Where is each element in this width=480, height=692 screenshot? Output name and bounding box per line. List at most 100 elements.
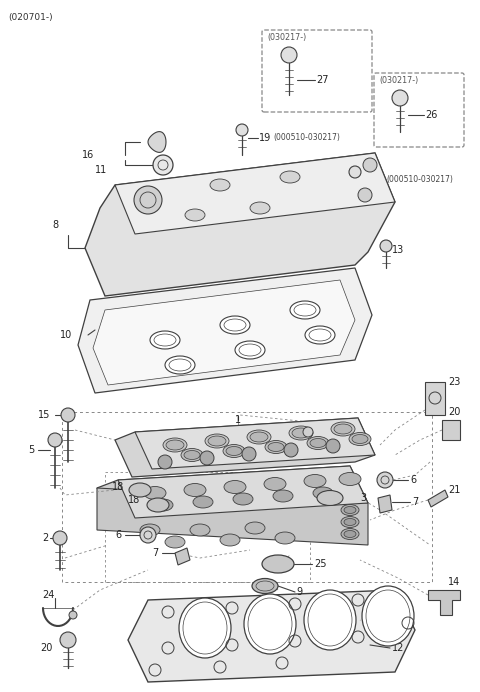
Ellipse shape bbox=[190, 524, 210, 536]
Polygon shape bbox=[115, 153, 395, 234]
Ellipse shape bbox=[268, 442, 284, 451]
Ellipse shape bbox=[181, 448, 203, 462]
Polygon shape bbox=[78, 268, 372, 393]
Ellipse shape bbox=[226, 446, 242, 455]
Text: DOHC 16: DOHC 16 bbox=[194, 183, 256, 197]
Text: 26: 26 bbox=[425, 110, 437, 120]
Ellipse shape bbox=[304, 590, 356, 650]
Circle shape bbox=[284, 443, 298, 457]
Text: 9: 9 bbox=[296, 587, 302, 597]
Circle shape bbox=[134, 186, 162, 214]
Ellipse shape bbox=[220, 534, 240, 546]
Ellipse shape bbox=[264, 477, 286, 491]
Text: (000510-030217): (000510-030217) bbox=[273, 134, 340, 143]
Text: 8: 8 bbox=[52, 220, 58, 230]
Text: 21: 21 bbox=[448, 485, 460, 495]
Text: (020701-): (020701-) bbox=[8, 14, 53, 23]
Ellipse shape bbox=[352, 435, 368, 444]
Polygon shape bbox=[378, 495, 392, 513]
Polygon shape bbox=[115, 418, 375, 477]
Ellipse shape bbox=[341, 504, 359, 516]
Ellipse shape bbox=[153, 499, 173, 511]
Ellipse shape bbox=[344, 518, 356, 525]
Ellipse shape bbox=[331, 422, 355, 436]
Ellipse shape bbox=[280, 171, 300, 183]
Text: 18: 18 bbox=[112, 482, 124, 492]
Ellipse shape bbox=[339, 473, 361, 486]
Circle shape bbox=[326, 439, 340, 453]
Ellipse shape bbox=[349, 432, 371, 446]
Ellipse shape bbox=[184, 484, 206, 496]
Text: 24: 24 bbox=[42, 590, 54, 600]
Polygon shape bbox=[97, 466, 368, 525]
Polygon shape bbox=[118, 466, 368, 518]
Text: 5: 5 bbox=[28, 445, 34, 455]
Circle shape bbox=[363, 158, 377, 172]
Ellipse shape bbox=[244, 594, 296, 654]
Ellipse shape bbox=[310, 439, 326, 448]
Ellipse shape bbox=[313, 487, 333, 499]
Circle shape bbox=[303, 427, 313, 437]
Circle shape bbox=[377, 472, 393, 488]
Ellipse shape bbox=[150, 331, 180, 349]
Ellipse shape bbox=[341, 516, 359, 527]
Ellipse shape bbox=[140, 524, 160, 536]
Polygon shape bbox=[135, 418, 375, 469]
Ellipse shape bbox=[224, 480, 246, 493]
Ellipse shape bbox=[289, 426, 313, 440]
Ellipse shape bbox=[275, 532, 295, 544]
Ellipse shape bbox=[163, 438, 187, 452]
Text: 15: 15 bbox=[38, 410, 50, 420]
Text: 7: 7 bbox=[412, 497, 418, 507]
Polygon shape bbox=[93, 280, 355, 385]
Ellipse shape bbox=[179, 598, 231, 658]
Circle shape bbox=[69, 611, 77, 619]
Ellipse shape bbox=[344, 531, 356, 538]
Ellipse shape bbox=[193, 496, 213, 508]
Polygon shape bbox=[425, 382, 445, 415]
Ellipse shape bbox=[210, 179, 230, 191]
Ellipse shape bbox=[129, 483, 151, 497]
Ellipse shape bbox=[144, 486, 166, 500]
Text: 19: 19 bbox=[259, 133, 271, 143]
Ellipse shape bbox=[166, 440, 184, 450]
Ellipse shape bbox=[273, 490, 293, 502]
Text: (000510-030217): (000510-030217) bbox=[386, 176, 453, 185]
Text: 14: 14 bbox=[448, 577, 460, 587]
Text: 10: 10 bbox=[60, 330, 72, 340]
Circle shape bbox=[140, 527, 156, 543]
Circle shape bbox=[281, 47, 297, 63]
Circle shape bbox=[153, 155, 173, 175]
Text: 18: 18 bbox=[128, 495, 140, 505]
Ellipse shape bbox=[235, 341, 265, 359]
Ellipse shape bbox=[290, 301, 320, 319]
Circle shape bbox=[358, 188, 372, 202]
Ellipse shape bbox=[250, 202, 270, 214]
Text: 23: 23 bbox=[448, 377, 460, 387]
Ellipse shape bbox=[307, 437, 329, 450]
Text: (030217-): (030217-) bbox=[379, 77, 418, 86]
Ellipse shape bbox=[344, 507, 356, 513]
Polygon shape bbox=[148, 131, 166, 152]
Text: 7: 7 bbox=[152, 548, 158, 558]
Ellipse shape bbox=[341, 529, 359, 540]
Text: 6: 6 bbox=[410, 475, 416, 485]
Polygon shape bbox=[85, 153, 395, 296]
Ellipse shape bbox=[317, 491, 343, 505]
Circle shape bbox=[242, 447, 256, 461]
Text: 27: 27 bbox=[316, 75, 328, 85]
Text: 1: 1 bbox=[235, 415, 241, 425]
Ellipse shape bbox=[147, 498, 169, 512]
Polygon shape bbox=[175, 548, 190, 565]
Circle shape bbox=[236, 124, 248, 136]
Ellipse shape bbox=[223, 444, 245, 457]
Circle shape bbox=[53, 531, 67, 545]
Ellipse shape bbox=[305, 326, 335, 344]
Ellipse shape bbox=[304, 475, 326, 487]
Ellipse shape bbox=[252, 579, 278, 594]
Ellipse shape bbox=[208, 436, 226, 446]
Ellipse shape bbox=[292, 428, 310, 438]
Ellipse shape bbox=[265, 441, 287, 453]
Circle shape bbox=[158, 455, 172, 469]
Text: 3: 3 bbox=[360, 493, 366, 503]
